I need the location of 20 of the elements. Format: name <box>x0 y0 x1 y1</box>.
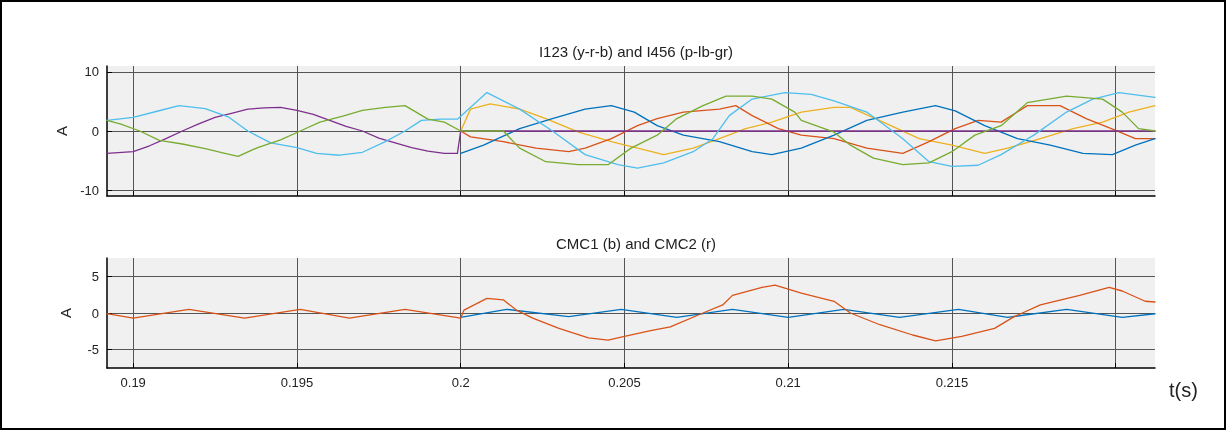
chart-title: I123 (y-r-b) and I456 (p-lb-gr) <box>538 43 734 60</box>
chart-title: CMC1 (b) and CMC2 (r) <box>555 235 717 252</box>
x-axis-title: t(s) <box>1169 379 1198 401</box>
x-tick-label: 0.2 <box>451 375 470 390</box>
line-series <box>460 308 1156 319</box>
x-tick-label: 0.215 <box>935 375 969 390</box>
x-tick-label: 0.205 <box>608 375 641 390</box>
x-tick-label: 0.195 <box>280 375 314 390</box>
x-tick-label: 0.19 <box>120 375 146 390</box>
line-series <box>106 106 1156 155</box>
y-axis-title: A <box>56 307 74 319</box>
x-tick-label: 0.21 <box>775 375 801 390</box>
y-tick-label: 5 <box>91 268 99 284</box>
y-axis-title: A <box>53 125 71 137</box>
y-tick-label: 0 <box>91 123 99 139</box>
y-tick-label: -5 <box>87 342 99 358</box>
y-tick-label: 10 <box>84 64 99 80</box>
y-tick-label: 0 <box>91 305 99 321</box>
line-series <box>106 284 1156 342</box>
y-tick-label: -10 <box>80 182 99 198</box>
